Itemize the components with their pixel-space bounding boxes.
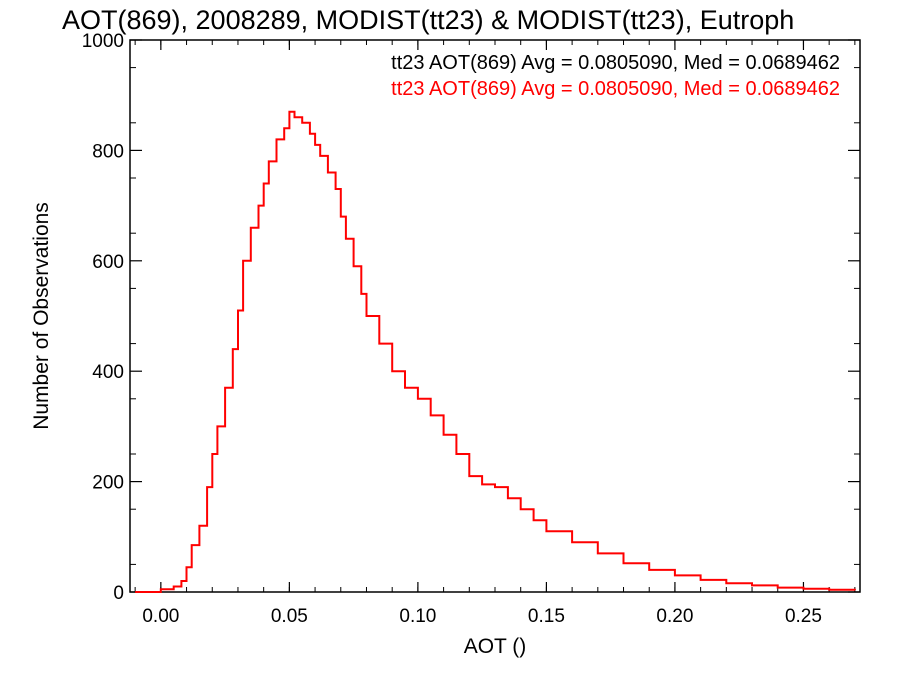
- y-tick-label: 0: [113, 583, 124, 604]
- x-axis-ticks: 0.00 0.05 0.10 0.15 0.20 0.25: [134, 40, 856, 627]
- y-tick-label: 200: [92, 473, 124, 494]
- series-layer: [135, 110, 856, 593]
- chart-title: AOT(869), 2008289, MODIST(tt23) & MODIST…: [62, 5, 794, 35]
- y-tick-label: 1000: [82, 31, 124, 52]
- annotation-black: tt23 AOT(869) Avg = 0.0805090, Med = 0.0…: [391, 52, 840, 74]
- x-axis-label: AOT (): [464, 635, 527, 658]
- y-axis-label: Number of Observations: [30, 202, 53, 430]
- x-tick-label: 0.20: [656, 606, 693, 627]
- x-tick-label: 0.05: [271, 606, 308, 627]
- x-tick-label: 0.10: [399, 606, 436, 627]
- x-tick-label: 0.00: [142, 606, 179, 627]
- y-tick-label: 800: [92, 141, 124, 162]
- y-tick-label: 400: [92, 362, 124, 383]
- x-tick-label: 0.25: [785, 606, 822, 627]
- y-axis-ticks: 0 200 400 600 800 1000: [82, 31, 860, 604]
- x-tick-label: 0.15: [528, 606, 565, 627]
- axes-frame: [129, 39, 861, 593]
- y-tick-label: 600: [92, 252, 124, 273]
- annotation-red: tt23 AOT(869) Avg = 0.0805090, Med = 0.0…: [391, 78, 840, 100]
- histogram-series-line: [135, 110, 856, 593]
